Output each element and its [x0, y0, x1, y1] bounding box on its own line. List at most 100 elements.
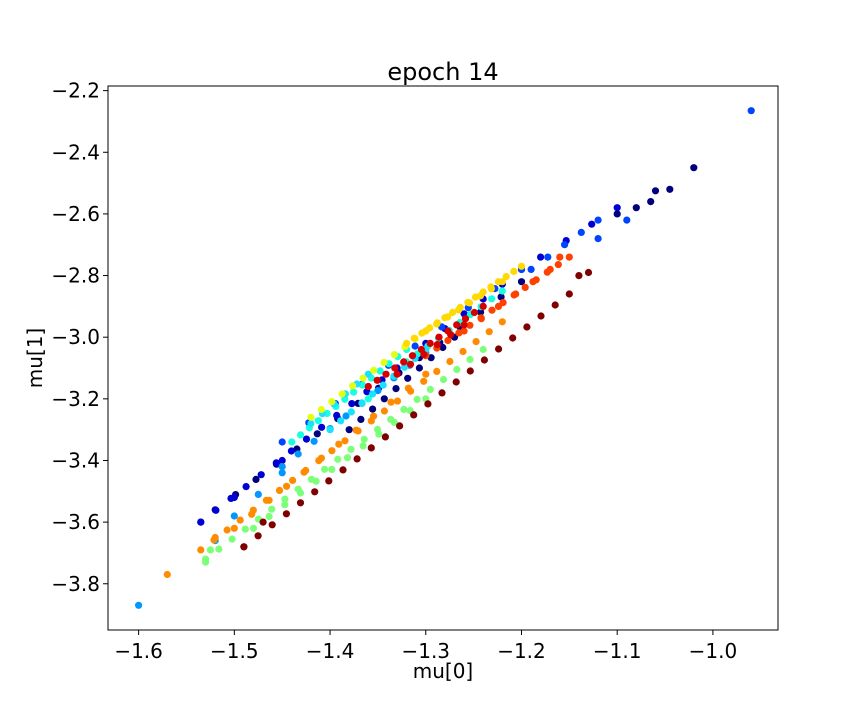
- data-point: [288, 438, 296, 446]
- data-point: [202, 558, 210, 566]
- data-point: [393, 397, 402, 405]
- data-point: [268, 505, 276, 513]
- data-point: [307, 419, 315, 428]
- data-point: [494, 302, 503, 310]
- data-point: [318, 423, 326, 431]
- y-axis-label: mu[1]: [23, 328, 47, 389]
- data-point: [466, 321, 474, 329]
- data-point: [390, 351, 398, 359]
- x-tick-label: −1.0: [689, 639, 738, 663]
- data-point: [380, 395, 388, 403]
- data-point: [396, 422, 404, 430]
- data-point: [287, 447, 295, 455]
- data-point: [360, 435, 368, 443]
- data-point: [357, 415, 365, 423]
- data-point: [338, 390, 346, 398]
- data-point: [343, 454, 352, 462]
- data-point: [294, 450, 302, 458]
- data-point: [406, 360, 415, 368]
- data-point: [236, 516, 244, 524]
- data-point: [426, 385, 434, 393]
- data-point: [342, 412, 350, 420]
- data-point: [651, 187, 660, 195]
- data-point: [307, 413, 315, 421]
- data-point: [228, 535, 236, 543]
- data-point: [565, 290, 573, 298]
- data-point: [379, 381, 387, 389]
- data-point: [283, 482, 291, 490]
- data-point: [480, 356, 488, 364]
- data-point: [435, 333, 443, 341]
- data-point: [314, 417, 322, 425]
- y-tick-label: −3.2: [51, 387, 100, 411]
- data-point: [289, 476, 297, 484]
- data-point: [248, 510, 256, 518]
- data-point: [411, 342, 419, 350]
- data-point: [211, 533, 219, 542]
- data-point: [466, 367, 474, 375]
- plot-area-frame: [107, 85, 779, 631]
- data-point: [410, 334, 418, 342]
- data-point: [415, 364, 423, 372]
- data-point: [400, 405, 408, 413]
- data-point: [296, 499, 305, 507]
- x-tick-label: −1.2: [497, 639, 546, 663]
- y-tick-label: −3.0: [51, 325, 100, 349]
- data-point: [374, 387, 382, 395]
- data-point: [472, 338, 480, 346]
- data-point: [359, 442, 367, 450]
- data-point: [537, 312, 545, 320]
- x-axis-label: mu[0]: [413, 659, 474, 683]
- data-point: [497, 293, 505, 301]
- data-point: [498, 287, 506, 295]
- data-point: [241, 525, 249, 533]
- data-point: [647, 198, 655, 206]
- data-point: [311, 488, 319, 496]
- data-point: [453, 365, 461, 374]
- data-point: [460, 327, 468, 335]
- data-point: [348, 400, 356, 408]
- data-point: [444, 313, 452, 321]
- data-point: [345, 426, 353, 434]
- data-point: [498, 318, 506, 326]
- y-tick-label: −3.6: [51, 510, 100, 534]
- data-point: [403, 339, 411, 347]
- data-point: [328, 447, 336, 455]
- y-tick-label: −2.6: [51, 202, 100, 226]
- data-point: [546, 265, 554, 273]
- data-point: [281, 495, 289, 503]
- data-point: [488, 306, 496, 314]
- data-point: [300, 468, 308, 476]
- data-point: [404, 374, 412, 382]
- data-point: [359, 374, 367, 382]
- data-point: [380, 407, 388, 415]
- data-point: [556, 253, 564, 261]
- data-point: [477, 308, 485, 316]
- data-point: [370, 366, 378, 374]
- data-point: [364, 382, 372, 391]
- data-point: [438, 389, 446, 397]
- data-point: [367, 444, 375, 452]
- data-point: [212, 506, 220, 514]
- data-point: [197, 546, 205, 554]
- data-point: [313, 430, 321, 438]
- data-point: [334, 455, 342, 463]
- data-point: [376, 367, 384, 375]
- data-point: [370, 412, 378, 420]
- data-point: [249, 524, 258, 532]
- data-point: [197, 518, 205, 526]
- data-point: [517, 278, 526, 286]
- data-point: [584, 268, 593, 277]
- data-point: [623, 216, 631, 224]
- data-point: [312, 477, 320, 485]
- data-point: [420, 350, 428, 359]
- data-point: [321, 465, 329, 473]
- data-point: [230, 524, 238, 532]
- data-point: [613, 210, 621, 218]
- y-axis: −3.8 −3.6 −3.4 −3.2 −3.0 −2.8 −2.6 −2.4 −2.2: [51, 79, 108, 596]
- data-point: [353, 455, 361, 463]
- data-point: [364, 370, 372, 378]
- data-point: [420, 377, 428, 385]
- data-point: [325, 477, 333, 485]
- y-tick-label: −2.8: [51, 264, 100, 288]
